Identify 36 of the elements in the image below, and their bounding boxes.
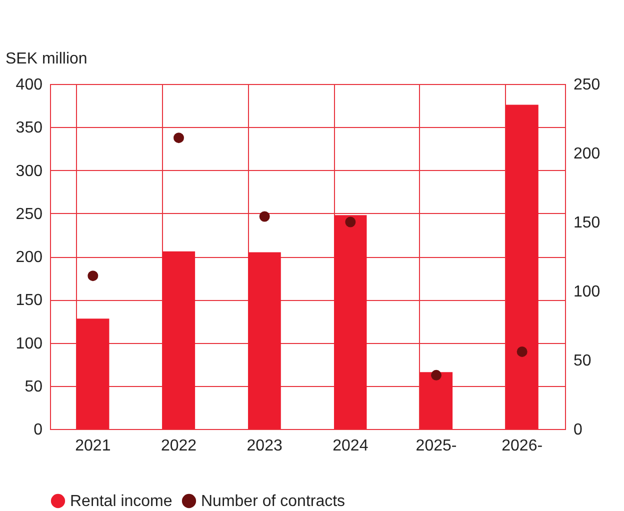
bar xyxy=(162,251,196,429)
y2-tick-label: 50 xyxy=(574,352,592,370)
y-axis-title: SEK million xyxy=(6,50,88,68)
y2-tick-label: 250 xyxy=(574,76,600,94)
y-tick-label: 50 xyxy=(24,378,43,396)
y-tick-label: 350 xyxy=(16,120,43,137)
bar xyxy=(506,104,538,429)
y-tick-label: 400 xyxy=(16,76,43,94)
x-tick-label: 2024 xyxy=(332,438,368,454)
point xyxy=(174,132,184,144)
x-tick-label: 2023 xyxy=(246,438,282,454)
y-tick-label: 300 xyxy=(16,162,43,180)
legend-label: Number of contracts xyxy=(201,493,346,510)
bar xyxy=(248,252,281,429)
x-tick-label: 2026- xyxy=(502,438,543,454)
y-tick-label: 0 xyxy=(34,422,43,438)
point xyxy=(431,370,442,380)
x-tick-label: 2025- xyxy=(416,438,457,454)
y-tick-label: 200 xyxy=(16,249,43,266)
legend-label: Rental income xyxy=(70,493,172,510)
bar xyxy=(420,372,453,429)
point xyxy=(88,270,98,282)
bar xyxy=(334,215,367,429)
bar xyxy=(76,318,110,429)
y2-tick-label: 100 xyxy=(574,284,600,300)
y2-tick-label: 150 xyxy=(574,214,600,232)
y-tick-label: 100 xyxy=(16,335,43,352)
y-tick-label: 150 xyxy=(16,292,43,310)
y2-tick-label: 0 xyxy=(574,422,582,438)
point xyxy=(345,216,356,228)
x-tick-label: 2022 xyxy=(160,438,197,454)
y-tick-label: 250 xyxy=(16,206,43,223)
x-tick-label: 2021 xyxy=(75,438,111,454)
point xyxy=(516,346,528,357)
point xyxy=(259,211,270,222)
y2-tick-label: 200 xyxy=(574,146,600,162)
